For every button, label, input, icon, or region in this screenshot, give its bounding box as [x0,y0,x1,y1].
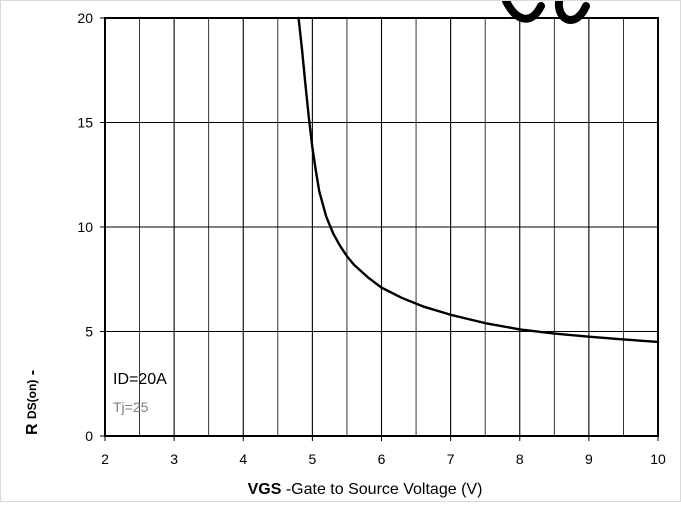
x-tick-label: 6 [378,451,386,467]
x-tick-label: 5 [308,451,316,467]
y-tick-label: 5 [85,324,93,340]
y-tick-label: 0 [85,428,93,444]
x-axis-title-bold: VGS [248,481,282,498]
y-axis-title-prefix: R [24,423,41,435]
y-tick-label: 10 [77,219,93,235]
condition-current-label: ID=20A [113,371,167,388]
x-axis-title-rest: -Gate to Source Voltage (V) [286,481,483,498]
series-line-1 [297,16,660,344]
y-tick-label: 20 [77,10,93,26]
x-tick-label: 3 [170,451,178,467]
x-tick-label: 8 [516,451,524,467]
y-axis-title-subscript: DS(on) [25,380,39,419]
condition-temperature-label: Tj=25 [113,399,149,415]
y-axis-title: R DS(on) - [23,370,41,435]
x-tick-label: 10 [650,451,666,467]
plot-ticks: 2 3 4 5 6 7 8 9 10 0 5 10 15 20 [77,10,666,467]
plot-series [297,16,660,344]
x-tick-label: 9 [585,451,593,467]
x-tick-label: 7 [447,451,455,467]
x-tick-label: 4 [239,451,247,467]
x-axis-title: VGS -Gate to Source Voltage (V) [248,481,483,498]
plot-grid [105,18,658,436]
y-tick-label: 15 [77,115,93,131]
x-tick-label: 2 [101,451,109,467]
y-axis-title-suffix: - [24,370,41,375]
